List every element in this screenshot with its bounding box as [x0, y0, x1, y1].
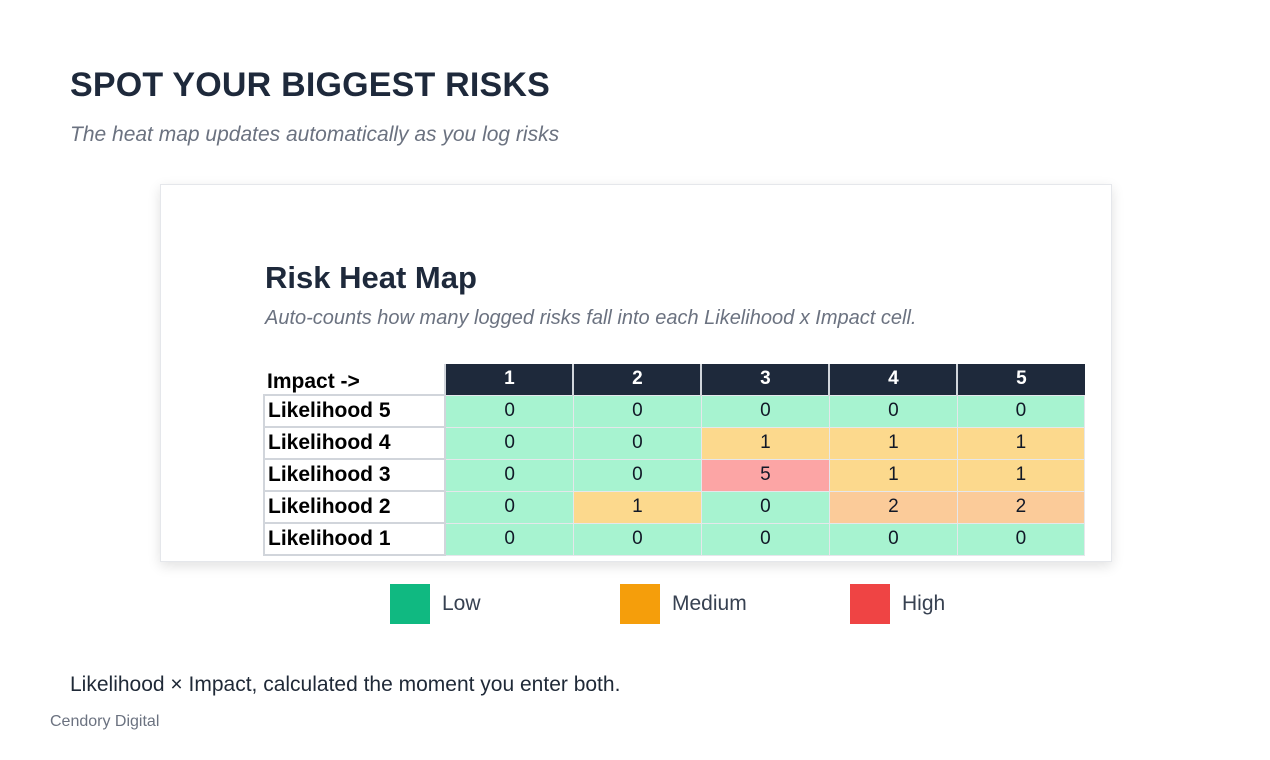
impact-axis-label: Impact ->: [267, 370, 360, 393]
heat-map-body: Likelihood 5 0 0 0 0 0 Likelihood 4 0 0 1 1 1 Likeli…: [262, 394, 1086, 556]
likelihood-label: Likelihood 2: [262, 490, 447, 524]
impact-header-row: Impact -> 1 2 3 4 5: [264, 364, 1085, 395]
legend-medium-swatch: [620, 584, 660, 624]
legend-low-label: Low: [442, 592, 481, 615]
heat-map-cell: 0: [700, 394, 830, 428]
legend-high-swatch: [850, 584, 890, 624]
impact-header-2: 2: [572, 364, 702, 395]
legend-high: High: [850, 584, 945, 624]
heat-map-sheet: Risk Heat Map Auto-counts how many logge…: [185, 185, 1086, 561]
impact-header-3: 3: [700, 364, 830, 395]
chart-subtitle: Auto-counts how many logged risks fall i…: [265, 307, 917, 329]
heat-map-card: Risk Heat Map Auto-counts how many logge…: [160, 184, 1112, 562]
heat-map-cell: 0: [444, 522, 574, 556]
heat-map-cell: 0: [444, 458, 574, 492]
likelihood-label: Likelihood 1: [262, 522, 447, 556]
page-title: SPOT YOUR BIGGEST RISKS: [70, 66, 551, 104]
heat-map-cell: 1: [700, 426, 830, 460]
impact-header-5: 5: [956, 364, 1085, 395]
heat-map-cell: 0: [444, 394, 574, 428]
impact-header-4: 4: [828, 364, 958, 395]
heat-map-cell: 0: [444, 490, 574, 524]
heat-map-cell: 0: [828, 522, 958, 556]
heat-map-cell: 2: [956, 490, 1086, 524]
likelihood-label: Likelihood 3: [262, 458, 447, 492]
heat-map-cell: 0: [572, 426, 702, 460]
footnote: Likelihood × Impact, calculated the mome…: [70, 673, 621, 696]
legend-medium-label: Medium: [672, 592, 747, 615]
heat-map-cell: 0: [572, 394, 702, 428]
heat-map-cell: 1: [572, 490, 702, 524]
heat-map-cell: 0: [700, 490, 830, 524]
legend-medium: Medium: [620, 584, 747, 624]
heat-map-cell: 1: [828, 458, 958, 492]
heat-map-grid: Impact -> 1 2 3 4 5 Likelihood 5 0 0 0 0 0 Lik…: [262, 364, 1086, 556]
heat-map-cell: 1: [828, 426, 958, 460]
heat-map-cell: 0: [572, 458, 702, 492]
brand-name: Cendory Digital: [50, 713, 160, 730]
legend-high-label: High: [902, 592, 946, 615]
likelihood-label: Likelihood 5: [262, 394, 447, 428]
heat-map-cell: 0: [956, 394, 1086, 428]
page-subtitle: The heat map updates automatically as yo…: [70, 123, 560, 146]
legend-low: Low: [390, 584, 481, 624]
legend-low-swatch: [390, 584, 430, 624]
likelihood-label: Likelihood 4: [262, 426, 447, 460]
impact-header-1: 1: [444, 364, 574, 395]
heat-map-cell: 2: [828, 490, 958, 524]
heat-map-cell: 1: [956, 426, 1086, 460]
heat-map-cell: 1: [956, 458, 1086, 492]
heat-map-cell: 0: [828, 394, 958, 428]
heat-map-cell: 0: [956, 522, 1086, 556]
heat-map-cell: 0: [444, 426, 574, 460]
heat-map-cell: 0: [572, 522, 702, 556]
heat-map-cell: 0: [700, 522, 830, 556]
heat-map-cell: 5: [700, 458, 830, 492]
chart-title: Risk Heat Map: [265, 260, 477, 295]
